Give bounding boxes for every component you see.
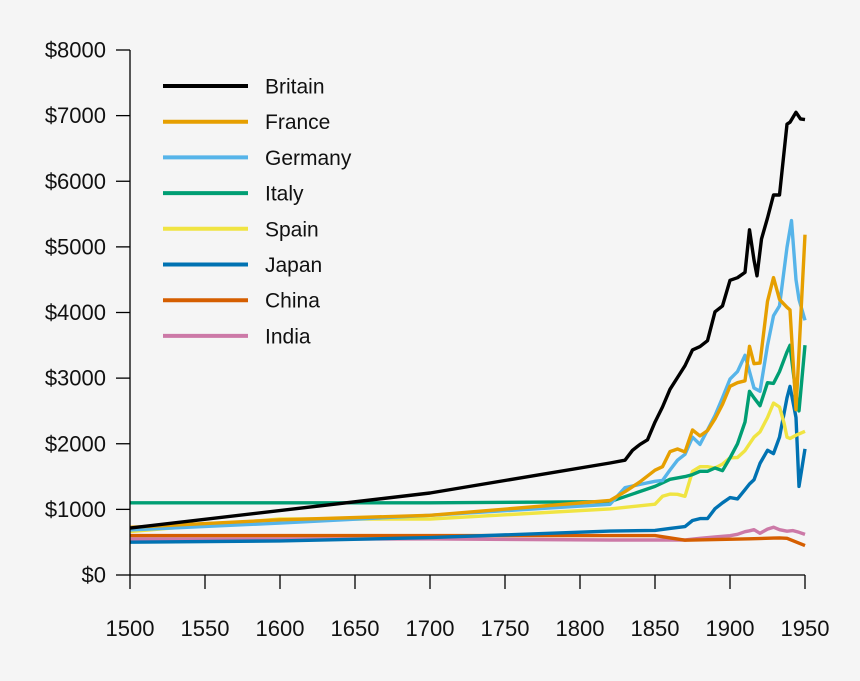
legend-label-britain: Britain (265, 76, 325, 99)
y-tick-label: $6000 (45, 169, 106, 194)
x-tick-label: 1800 (556, 616, 605, 641)
y-tick-label: $4000 (45, 300, 106, 325)
x-tick-label: 1550 (181, 616, 230, 641)
series-line-france (129, 234, 807, 529)
series-line-japan (129, 384, 807, 544)
y-tick-label: $0 (82, 563, 106, 588)
x-tick-label: 1850 (631, 616, 680, 641)
y-tick-label: $5000 (45, 234, 106, 259)
x-tick-label: 1700 (406, 616, 455, 641)
series-line-britain (129, 110, 806, 530)
y-tick-label: $3000 (45, 366, 106, 391)
legend-label-italy: Italy (265, 183, 304, 206)
series-line-italy (130, 343, 807, 505)
x-tick-label: 1900 (706, 616, 755, 641)
legend-label-spain: Spain (265, 218, 319, 241)
legend-label-china: China (265, 290, 320, 313)
legend: Britain France Germany Italy Spain Japan China… (163, 76, 352, 348)
series-line-china (130, 533, 806, 548)
series-line-germany (129, 218, 807, 532)
axes: $0 $1000 $2000 $3000 $4000 $5000 $6000 $7000 $80… (45, 38, 830, 642)
x-tick-label: 1500 (106, 616, 155, 641)
x-tick-label: 1600 (256, 616, 305, 641)
y-tick-label: $2000 (45, 431, 106, 456)
y-tick-label: $7000 (45, 103, 106, 128)
x-tick-label: 1950 (781, 616, 830, 641)
legend-label-japan: Japan (265, 254, 322, 277)
legend-label-india: India (265, 325, 311, 348)
series-line-india (130, 525, 806, 542)
x-tick-label: 1750 (481, 616, 530, 641)
legend-label-germany: Germany (265, 147, 352, 170)
legend-label-france: France (265, 111, 330, 134)
y-tick-label: $8000 (45, 38, 106, 63)
plot-lines (129, 110, 807, 548)
y-tick-label: $1000 (45, 497, 106, 522)
x-tick-label: 1650 (331, 616, 380, 641)
